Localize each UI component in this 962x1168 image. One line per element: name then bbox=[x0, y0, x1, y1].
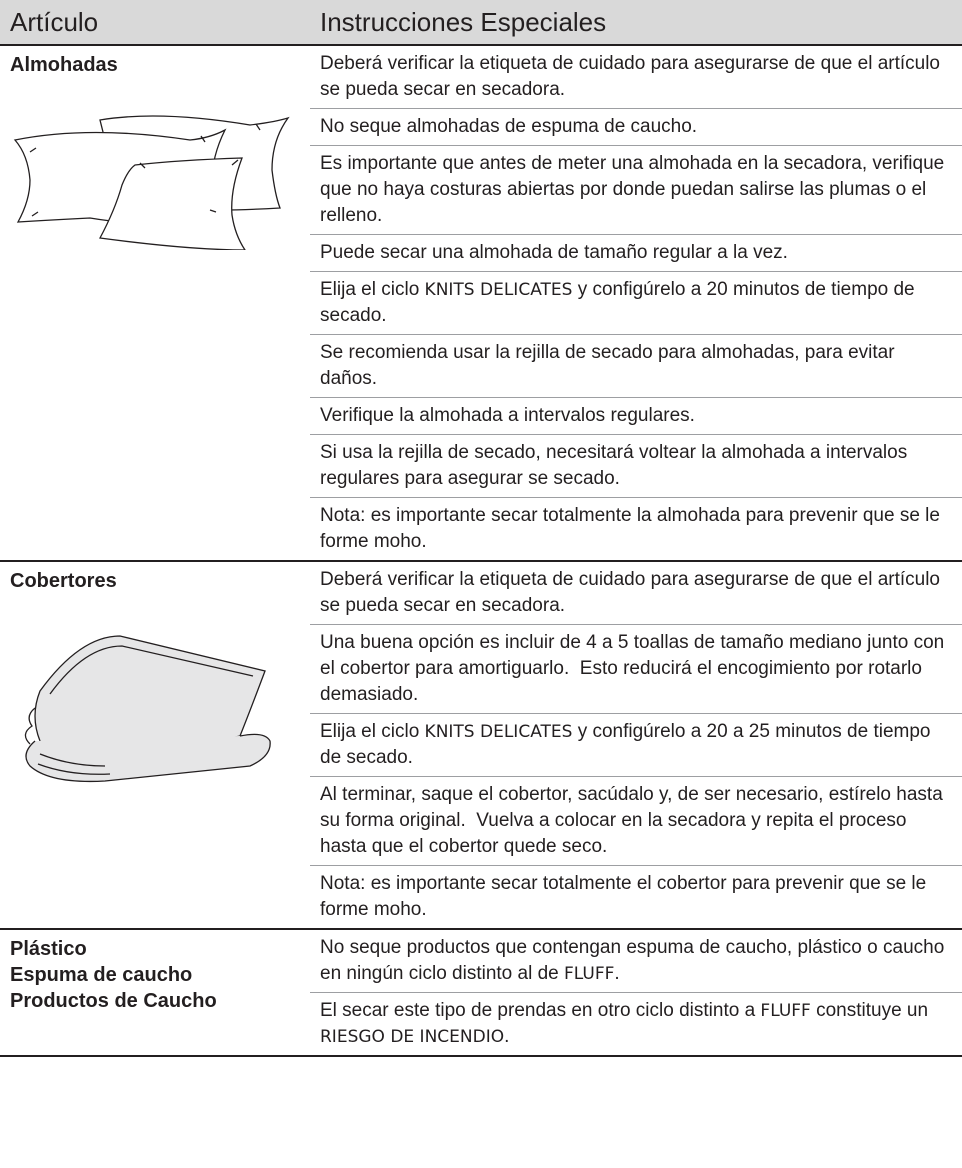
keyword: FLUFF bbox=[564, 964, 615, 984]
instruction-text: Deberá verificar la etiqueta de cuidado … bbox=[320, 53, 946, 100]
column-header: Instrucciones Especiales bbox=[320, 6, 607, 37]
pillow-illustration bbox=[13, 115, 290, 250]
table-body: Almohadas Deberá verificar la etiqueta d… bbox=[0, 46, 962, 1057]
instruction-text: y configúrelo a 20 minutos de tiempo de … bbox=[320, 279, 920, 326]
item-cell: Almohadas bbox=[0, 46, 300, 560]
item-label: Cobertores bbox=[10, 570, 117, 592]
blanket-illustration bbox=[24, 635, 271, 783]
instruction-text: Es importante que antes de meter una alm… bbox=[320, 153, 950, 226]
instruction-text: Deberá verificar la etiqueta de cuidado … bbox=[320, 569, 946, 616]
instruction-text: Si usa la rejilla de secado, necesitará … bbox=[320, 442, 913, 489]
instruction: Deberá verificar la etiqueta de cuidado … bbox=[310, 46, 962, 109]
item-label: Productos de Caucho bbox=[10, 990, 217, 1012]
instruction: El secar este tipo de prendas en otro ci… bbox=[310, 993, 962, 1055]
instruction: Verifique la almohada a intervalos regul… bbox=[310, 398, 962, 435]
instruction-text: Puede secar una almohada de tamaño regul… bbox=[320, 242, 788, 263]
instruction: Elija el ciclo KNITS DELICATES y configú… bbox=[310, 714, 962, 777]
instruction: Una buena opción es incluir de 4 a 5 toa… bbox=[310, 625, 962, 714]
instruction-text: Una buena opción es incluir de 4 a 5 toa… bbox=[320, 632, 950, 705]
instruction: Nota: es importante secar totalmente el … bbox=[310, 866, 962, 928]
instruction-text: Nota: es importante secar totalmente el … bbox=[320, 873, 932, 920]
instruction-text: Elija el ciclo bbox=[320, 721, 425, 742]
instruction-text: No seque almohadas de espuma de caucho. bbox=[320, 116, 698, 137]
instruction: Si usa la rejilla de secado, necesitará … bbox=[310, 435, 962, 498]
instruction-text: constituye un bbox=[810, 1000, 934, 1021]
instruction-text: Se recomienda usar la rejilla de secado … bbox=[320, 342, 900, 389]
instruction-text: y configúrelo a 20 a 25 minutos de tiemp… bbox=[320, 721, 936, 768]
item-cell: Cobertores bbox=[0, 562, 300, 928]
item-label: Almohadas bbox=[10, 54, 118, 76]
instruction: Puede secar una almohada de tamaño regul… bbox=[310, 235, 962, 272]
item-cell: Plástico Espuma de caucho Productos de Cau… bbox=[0, 930, 300, 1055]
item-label: Espuma de caucho bbox=[10, 964, 193, 986]
instructions: No seque productos que contengan espuma … bbox=[310, 930, 962, 1055]
page: Artículo Instrucciones Especiales Almoha… bbox=[0, 0, 962, 1057]
instruction: Se recomienda usar la rejilla de secado … bbox=[310, 335, 962, 398]
instruction: No seque productos que contengan espuma … bbox=[310, 930, 962, 993]
keyword: RIESGO DE INCENDIO bbox=[320, 1027, 505, 1047]
instruction-text: No seque productos que contengan espuma … bbox=[320, 937, 950, 984]
section: Plástico Espuma de caucho Productos de Cau… bbox=[0, 930, 962, 1057]
keyword: KNITS DELICATES bbox=[424, 722, 573, 742]
instruction-text: . bbox=[614, 963, 620, 984]
keyword: FLUFF bbox=[760, 1001, 811, 1021]
column-header: Artículo bbox=[10, 6, 99, 37]
instruction: Es importante que antes de meter una alm… bbox=[310, 146, 962, 235]
keyword: KNITS DELICATES bbox=[424, 280, 573, 300]
section: Cobertores Deberá verificar la etiqueta … bbox=[0, 562, 962, 930]
instruction: Deberá verificar la etiqueta de cuidado … bbox=[310, 562, 962, 625]
instruction: No seque almohadas de espuma de caucho. bbox=[310, 109, 962, 146]
instruction-text: Elija el ciclo bbox=[320, 279, 425, 300]
instruction-text: El secar este tipo de prendas en otro ci… bbox=[320, 1000, 761, 1021]
instruction-text: Nota: es importante secar totalmente la … bbox=[320, 505, 946, 552]
instruction: Elija el ciclo KNITS DELICATES y configú… bbox=[310, 272, 962, 335]
table-header: Artículo Instrucciones Especiales bbox=[0, 0, 962, 46]
instructions: Deberá verificar la etiqueta de cuidado … bbox=[310, 46, 962, 560]
instruction: Nota: es importante secar totalmente la … bbox=[310, 498, 962, 560]
instruction: Al terminar, saque el cobertor, sacúdalo… bbox=[310, 777, 962, 866]
instruction-text: Verifique la almohada a intervalos regul… bbox=[320, 405, 695, 426]
instruction-text: Al terminar, saque el cobertor, sacúdalo… bbox=[320, 784, 949, 857]
instruction-text: . bbox=[504, 1026, 510, 1047]
section: Almohadas Deberá verificar la etiqueta d… bbox=[0, 46, 962, 562]
instructions: Deberá verificar la etiqueta de cuidado … bbox=[310, 562, 962, 928]
item-label: Plástico bbox=[10, 938, 87, 960]
